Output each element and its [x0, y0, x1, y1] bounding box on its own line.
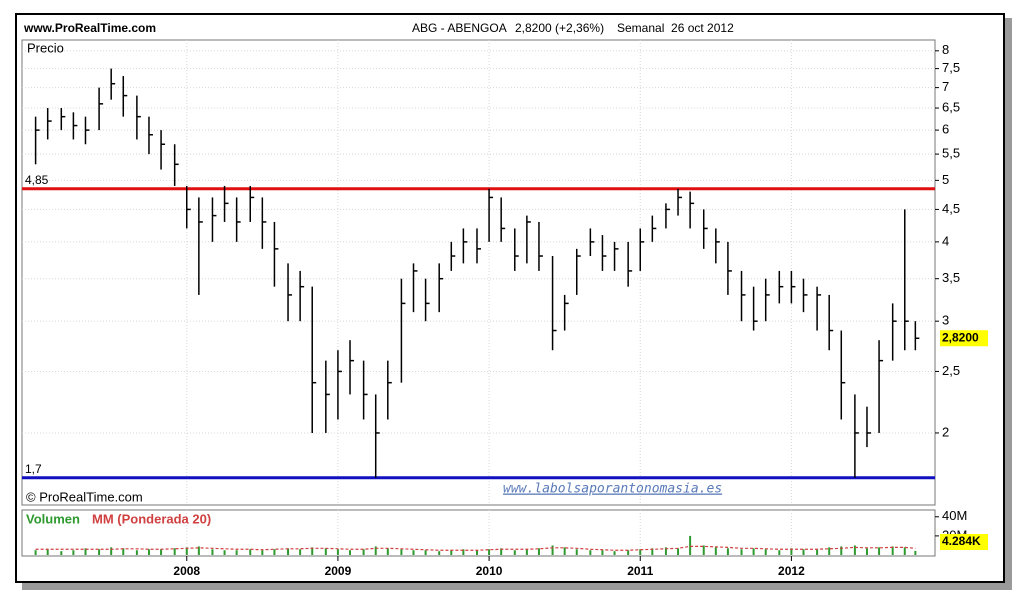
- grid: [22, 40, 935, 556]
- volume-label: Volumen: [26, 511, 80, 526]
- watermark[interactable]: www.labolsaporantonomasia.es: [503, 482, 722, 497]
- y-tick-label: 3,5: [942, 270, 960, 285]
- source: www.ProRealTime.com: [23, 21, 156, 35]
- y-tick-label: 7,5: [942, 60, 960, 75]
- volume-tick-label: 40M: [942, 508, 967, 523]
- x-tick-label: 2008: [173, 564, 200, 578]
- copyright: © ProRealTime.com: [26, 489, 143, 504]
- y-tick-label: 6,5: [942, 99, 960, 114]
- level-label: 1,7: [25, 462, 42, 476]
- y-tick-label: 7: [942, 79, 949, 94]
- x-tick-label: 2012: [778, 564, 805, 578]
- symbol: ABG - ABENGOA: [412, 21, 507, 35]
- y-tick-label: 6: [942, 122, 949, 137]
- y-tick-label: 5: [942, 172, 949, 187]
- price-change: 2,8200 (+2,36%): [515, 21, 604, 35]
- level-label: 4,85: [25, 173, 49, 187]
- last-price-label: 2,8200: [942, 330, 979, 344]
- y-tick-label: 4: [942, 233, 949, 248]
- y-tick-label: 5,5: [942, 146, 960, 161]
- period-date: Semanal 26 oct 2012: [617, 21, 734, 35]
- x-tick-label: 2011: [627, 564, 653, 578]
- y-tick-label: 2,5: [942, 363, 960, 378]
- x-tick-label: 2010: [476, 564, 503, 578]
- y-tick-label: 3: [942, 313, 949, 328]
- price-pane: [21, 39, 936, 506]
- volume-last-label: 4.284K: [942, 534, 981, 548]
- last-price-box: [940, 330, 988, 347]
- x-tick-label: 2009: [325, 564, 352, 578]
- volume-ma-label: MM (Ponderada 20): [92, 511, 211, 526]
- volume-ma: [35, 545, 916, 551]
- pane-label: Precio: [27, 40, 64, 55]
- y-tick-label: 2: [942, 424, 949, 439]
- y-tick-label: 4,5: [942, 201, 960, 216]
- volume-last-box: [940, 534, 988, 550]
- y-tick-label: 8: [942, 42, 949, 57]
